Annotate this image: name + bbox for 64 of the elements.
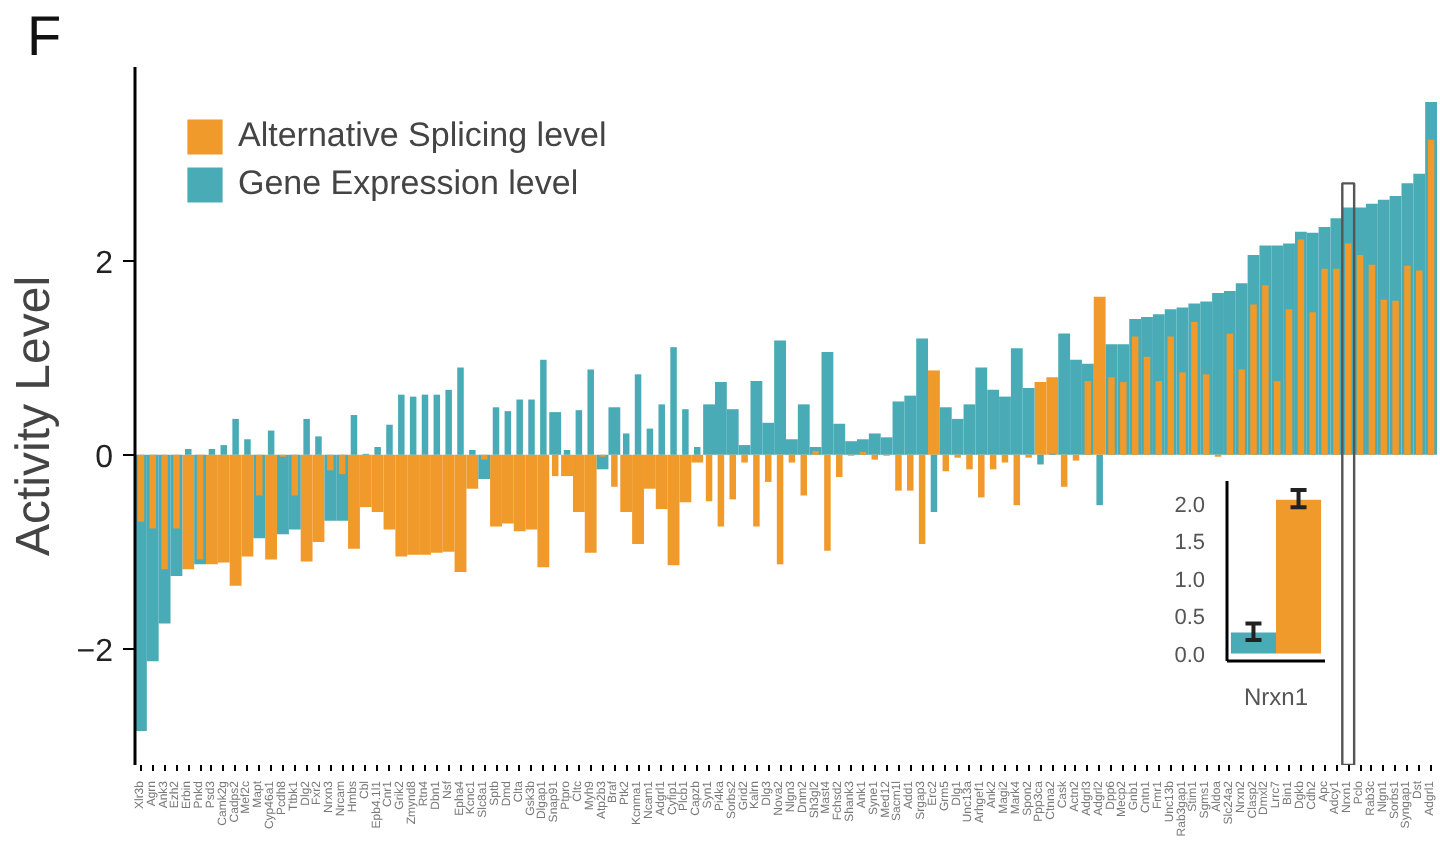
bar bbox=[1001, 454, 1009, 463]
bar bbox=[161, 454, 168, 570]
bar bbox=[1191, 321, 1198, 455]
bar bbox=[800, 454, 808, 496]
bar bbox=[1380, 299, 1387, 455]
y-tick-label: 1.5 bbox=[1174, 531, 1206, 555]
bar bbox=[907, 454, 914, 491]
bar bbox=[1285, 309, 1293, 455]
bar bbox=[918, 454, 926, 544]
bar bbox=[1250, 304, 1257, 455]
bar bbox=[1309, 312, 1316, 455]
bar bbox=[824, 454, 831, 551]
bar bbox=[942, 454, 950, 472]
bar bbox=[978, 454, 985, 498]
bar bbox=[1297, 239, 1305, 455]
bar bbox=[1404, 265, 1411, 455]
legend-label: Alternative Splicing level bbox=[238, 116, 607, 156]
bar bbox=[1392, 300, 1399, 455]
bar bbox=[1179, 372, 1186, 455]
bar bbox=[1072, 454, 1080, 461]
text: F bbox=[27, 5, 62, 67]
bar bbox=[1013, 454, 1021, 506]
bar bbox=[966, 454, 973, 470]
bar bbox=[608, 407, 621, 455]
bar bbox=[753, 454, 760, 527]
bar bbox=[1155, 381, 1163, 455]
bar bbox=[1202, 374, 1210, 455]
bar bbox=[1167, 336, 1174, 455]
bar bbox=[1143, 356, 1151, 455]
bar bbox=[149, 454, 157, 529]
bar bbox=[1238, 369, 1245, 455]
y-tick-label: 0 bbox=[95, 440, 114, 475]
bar bbox=[1356, 255, 1364, 455]
bar bbox=[729, 454, 736, 500]
bar bbox=[717, 454, 725, 527]
y-tick-label: −2 bbox=[76, 634, 114, 669]
y-axis-title: Activity Level bbox=[6, 275, 61, 557]
bar bbox=[741, 454, 748, 463]
y-tick-label: 2 bbox=[95, 246, 114, 281]
bar bbox=[1226, 333, 1234, 455]
legend-label: Gene Expression level bbox=[238, 164, 579, 204]
bar bbox=[1415, 270, 1423, 455]
bar bbox=[1131, 336, 1139, 455]
y-tick-label: 0.5 bbox=[1174, 606, 1206, 630]
bar bbox=[1262, 285, 1269, 455]
bar bbox=[895, 454, 902, 491]
bar bbox=[137, 454, 145, 522]
bar bbox=[1368, 264, 1376, 455]
bar bbox=[788, 454, 796, 463]
bar bbox=[836, 454, 843, 478]
bar bbox=[1344, 243, 1352, 455]
bar bbox=[1333, 268, 1340, 455]
y-tick-label: 0.0 bbox=[1174, 643, 1206, 668]
bar bbox=[871, 454, 879, 460]
x-tick-label: Nrxn1 bbox=[1243, 683, 1309, 711]
bar bbox=[1273, 381, 1281, 455]
bar bbox=[776, 454, 784, 565]
bar bbox=[1120, 382, 1127, 455]
bar bbox=[1321, 268, 1328, 455]
y-tick-label: 2.0 bbox=[1174, 493, 1206, 518]
bar bbox=[764, 454, 772, 482]
bar bbox=[1060, 454, 1068, 487]
bar bbox=[1427, 139, 1435, 455]
y-tick-label: 1.0 bbox=[1174, 568, 1206, 593]
